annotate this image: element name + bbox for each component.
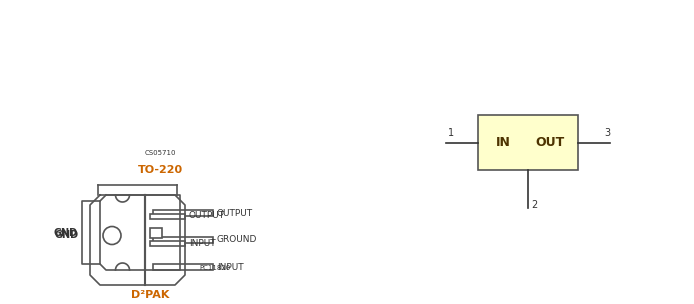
Text: OUT: OUT <box>535 136 565 149</box>
Text: IN: IN <box>496 136 511 149</box>
FancyBboxPatch shape <box>150 241 185 246</box>
Text: INPUT: INPUT <box>189 239 216 248</box>
Text: 3: 3 <box>604 129 610 139</box>
Text: TO-220: TO-220 <box>137 165 183 175</box>
Text: OUTPUT: OUTPUT <box>217 209 253 217</box>
FancyBboxPatch shape <box>150 227 162 237</box>
Text: PC11820: PC11820 <box>199 265 230 271</box>
Text: CS05710: CS05710 <box>144 150 176 156</box>
Bar <box>478 115 578 170</box>
FancyBboxPatch shape <box>153 210 213 216</box>
Text: GND: GND <box>54 227 78 237</box>
FancyBboxPatch shape <box>150 213 185 219</box>
FancyBboxPatch shape <box>153 264 213 270</box>
Text: INPUT: INPUT <box>217 262 244 271</box>
Text: D²PAK: D²PAK <box>130 290 169 300</box>
Text: GROUND: GROUND <box>217 236 257 244</box>
Text: OUTPUT: OUTPUT <box>189 212 225 220</box>
FancyBboxPatch shape <box>153 237 213 243</box>
Text: 1: 1 <box>448 129 454 139</box>
Text: GND: GND <box>55 230 79 240</box>
Text: 2: 2 <box>531 200 537 210</box>
